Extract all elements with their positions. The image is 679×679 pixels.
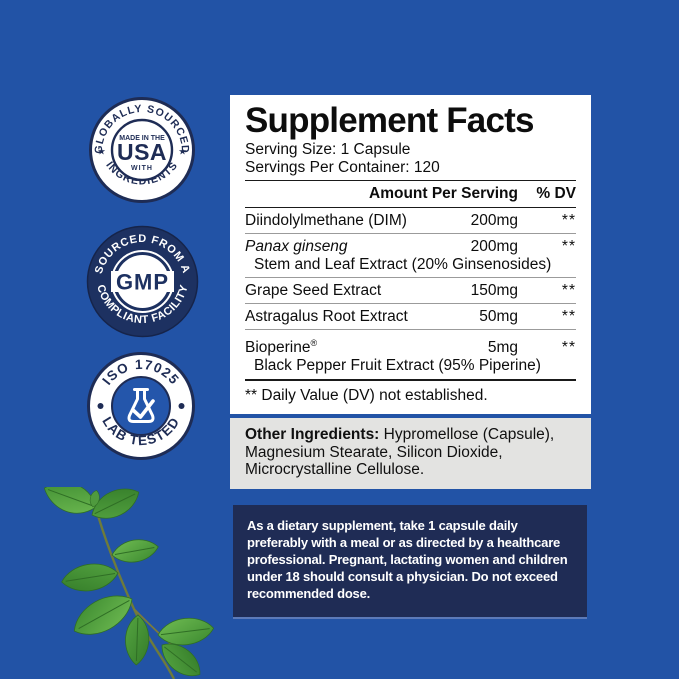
leaf	[91, 488, 140, 519]
dv-footnote: ** Daily Value (DV) not established.	[245, 387, 488, 405]
divider	[245, 207, 576, 208]
iso-badge-inner-circle	[111, 376, 171, 436]
ingredient-amount: 150mg	[470, 282, 518, 299]
divider	[245, 379, 576, 382]
table-row: Diindolylmethane (DIM) 200mg **	[245, 208, 576, 233]
supplement-facts-panel: Supplement Facts Serving Size: 1 Capsule…	[230, 95, 591, 415]
table-row: Grape Seed Extract 150mg **	[245, 277, 576, 303]
ingredient-dv: **	[561, 282, 576, 299]
leaf-branch-image	[43, 487, 215, 679]
directions-box: As a dietary supplement, take 1 capsule …	[233, 504, 587, 619]
other-ingredients-box: Other Ingredients: Hypromellose (Capsule…	[230, 418, 591, 489]
ingredient-amount: 5mg	[487, 339, 518, 357]
gmp-badge-inner-main: GMP	[116, 270, 169, 295]
registered-mark: ®	[310, 338, 318, 348]
leaf	[89, 490, 100, 508]
directions-text: As a dietary supplement, take 1 capsule …	[247, 517, 568, 601]
leaf	[157, 617, 215, 646]
other-ingredients-text: Hypromellose (Capsule), Magnesium Steara…	[245, 426, 555, 479]
ingredient-amount: 200mg	[470, 238, 518, 255]
badge-iso-lab-tested: ISO 17025 LAB TESTED	[87, 352, 195, 460]
ingredient-dv: **	[561, 238, 576, 255]
other-ingredients-label: Other Ingredients:	[245, 426, 380, 444]
table-row: Bioperine® 5mg ** Black Pepper Fruit Ext…	[245, 329, 576, 378]
amount-per-serving-header: Amount Per Serving	[369, 185, 518, 202]
badge-usa-globally-sourced: GLOBALLY SOURCED INGREDIENTS ★ ★ MADE IN…	[89, 97, 195, 203]
ingredient-dv: **	[561, 308, 576, 325]
badge-gmp-compliant: SOURCED FROM A COMPLIANT FACILITY GMP	[86, 225, 199, 338]
usa-badge-inner-top: MADE IN THE	[119, 135, 165, 142]
usa-badge-inner-bottom: WITH	[131, 165, 153, 172]
ingredient-amount: 200mg	[470, 212, 518, 229]
table-header: Amount Per Serving % DV	[245, 181, 576, 207]
ingredient-dv: **	[561, 212, 576, 229]
leaf	[73, 595, 133, 635]
supplement-facts-title: Supplement Facts	[245, 101, 534, 140]
ingredient-name: Bioperine®	[245, 338, 318, 357]
stem	[92, 500, 176, 679]
percent-dv-header: % DV	[536, 185, 576, 202]
ingredient-subtext: Stem and Leaf Extract (20% Ginsenosides)	[254, 256, 552, 273]
gmp-badge-inner-circle	[116, 255, 169, 308]
label-column: Supplement Facts Serving Size: 1 Capsule…	[230, 95, 591, 619]
ingredient-name: Panax ginseng	[245, 238, 348, 255]
usa-badge-inner-main: USA	[117, 139, 167, 165]
ingredient-name: Astragalus Root Extract	[245, 308, 408, 325]
ingredient-subtext: Black Pepper Fruit Extract (95% Piperine…	[254, 357, 541, 375]
leaf	[125, 614, 150, 666]
table-row: Astragalus Root Extract 50mg **	[245, 303, 576, 329]
leaf	[111, 539, 159, 563]
star-icon: ★	[178, 147, 187, 158]
serving-size-line: Serving Size: 1 Capsule	[245, 141, 411, 158]
dot-icon	[178, 403, 185, 409]
leaf	[43, 487, 97, 514]
star-icon: ★	[97, 147, 106, 158]
dot-icon	[97, 403, 104, 409]
ingredient-name: Grape Seed Extract	[245, 282, 382, 299]
table-row: Panax ginseng 200mg ** Stem and Leaf Ext…	[245, 233, 576, 277]
leaf	[61, 563, 119, 592]
usa-badge-inner-circle	[110, 118, 174, 182]
ingredient-name: Diindolylmethane (DIM)	[245, 212, 407, 229]
leaf	[161, 643, 201, 677]
divider	[245, 180, 576, 181]
ingredient-amount: 50mg	[479, 308, 518, 325]
ingredient-dv: **	[561, 339, 576, 357]
servings-per-container-line: Servings Per Container: 120	[245, 159, 440, 176]
flask-check-icon	[127, 388, 155, 423]
